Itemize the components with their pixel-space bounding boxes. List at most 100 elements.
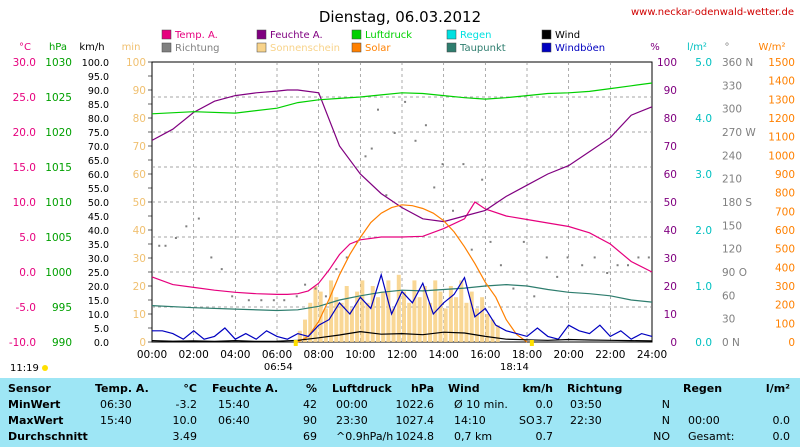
direction-point-0	[158, 244, 161, 247]
sunshine-bar-15	[375, 297, 380, 342]
axis-tick-direction-11: 30	[722, 314, 735, 326]
legend: Temp. A. Feuchte A. Luftdruck Regen Wind Rich…	[161, 29, 605, 54]
axis-tick-direction-1: 330	[722, 80, 742, 92]
sunshine-bar-33	[469, 291, 474, 342]
axis-tick-humidity-3: 70	[664, 141, 677, 153]
legend-swatch-0	[161, 29, 172, 40]
direction-point-31	[470, 248, 473, 251]
row-dir-val-1: N	[661, 414, 670, 427]
series-line-luftdruck	[151, 82, 653, 115]
axis-tick-solar-11: 400	[775, 262, 795, 274]
axis-tick-direction-12: 0 N	[722, 337, 740, 349]
axis-tick-rain-0: 5.0	[695, 57, 712, 69]
sunshine-bar-3	[313, 286, 318, 342]
series-line-taupunkt	[151, 283, 653, 312]
sunshine-bar-14	[370, 286, 375, 342]
axis-tick-sunshine-0: 100	[126, 57, 146, 69]
sunrise-marker	[293, 340, 298, 346]
direction-point-22	[385, 194, 388, 197]
row-dir-time-1: 22:30	[570, 414, 602, 427]
direction-point-39	[556, 275, 559, 278]
direction-point-3	[185, 225, 188, 228]
axis-tick-humidity-8: 20	[664, 281, 677, 293]
axis-tick-wind-15: 25.0	[88, 268, 109, 279]
axis-tick-rain-4: 1.0	[695, 281, 712, 293]
direction-point-1	[164, 244, 167, 247]
axis-tick-wind-0: 100.0	[82, 58, 109, 69]
axis-tick-rain-2: 3.0	[695, 169, 712, 181]
sunshine-bar-20	[402, 291, 406, 342]
weather-chart: Dienstag, 06.03.2012 www.neckar-odenwald…	[9, 7, 795, 374]
sunshine-bar-19	[396, 274, 401, 342]
sunshine-bar-35	[480, 297, 485, 342]
row-wind-time-1: 14:10	[454, 414, 486, 427]
axis-tick-wind-7: 65.0	[88, 156, 109, 167]
axis-tick-temp-5: 5.0	[19, 232, 36, 244]
row-label-1: MaxWert	[8, 414, 64, 427]
axis-tick-solar-15: 0	[788, 337, 795, 349]
sunshine-bar-16	[381, 291, 386, 342]
sunshine-bar-27	[438, 291, 443, 342]
x-tick-4: 08:00	[304, 349, 334, 361]
sunshine-bar-29	[448, 286, 453, 342]
row-hum-time-1: 06:40	[218, 414, 250, 427]
row-hum-time-0: 15:40	[218, 398, 250, 411]
sunshine-bar-36	[485, 314, 490, 342]
axis-unit-pressure: hPa	[49, 42, 67, 53]
axis-tick-solar-6: 900	[775, 169, 795, 181]
sunshine-bar-32	[464, 302, 469, 342]
row-dir-val-2: NO	[653, 430, 670, 443]
direction-point-35	[512, 287, 515, 290]
legend-label-6: Sonnenschein	[270, 43, 340, 54]
direction-point-8	[247, 299, 250, 302]
direction-point-15	[324, 295, 327, 298]
direction-point-11	[283, 299, 286, 302]
sunshine-bar-2	[308, 302, 313, 342]
axis-tick-wind-19: 5.0	[94, 324, 109, 335]
row-press-time-0: 00:00	[336, 398, 368, 411]
axis-tick-humidity-4: 60	[664, 169, 677, 181]
axis-tick-direction-8: 120	[722, 244, 742, 256]
direction-point-44	[616, 264, 619, 267]
row-hum-val-2: 69	[303, 430, 317, 443]
x-tick-5: 10:00	[345, 349, 375, 361]
row-temp-val-1: 10.0	[172, 414, 198, 427]
legend-swatch-8	[446, 42, 457, 53]
row-wind-val-0: 0.0	[535, 398, 554, 411]
sunshine-bar-21	[407, 302, 412, 342]
axis-tick-pressure-2: 1020	[45, 127, 72, 139]
direction-point-9	[260, 299, 263, 302]
direction-point-47	[647, 256, 650, 259]
axis-tick-wind-17: 15.0	[88, 296, 109, 307]
direction-point-46	[637, 256, 640, 259]
row-temp-time-1: 15:40	[100, 414, 132, 427]
sunshine-bar-5	[323, 308, 328, 342]
row-press-time-1: 23:30	[336, 414, 368, 427]
row-temp-val-0: -3.2	[175, 398, 197, 411]
series-line-temp--a-	[151, 201, 653, 295]
axis-tick-direction-3: 270 W	[722, 127, 756, 139]
direction-point-24	[404, 100, 407, 103]
axis-tick-wind-8: 60.0	[88, 170, 109, 181]
x-tick-3: 06:00	[262, 349, 292, 361]
direction-point-25	[414, 139, 417, 142]
site-url[interactable]: www.neckar-odenwald-wetter.de	[631, 7, 794, 18]
row-dir-val-0: N	[661, 398, 670, 411]
axis-tick-sunshine-8: 20	[133, 281, 146, 293]
hdr-wind: Wind	[448, 382, 480, 395]
axis-tick-wind-4: 80.0	[88, 114, 109, 125]
axis-tick-wind-18: 10.0	[88, 310, 109, 321]
sunset-marker	[529, 340, 534, 346]
legend-label-4: Wind	[555, 30, 580, 41]
axis-tick-direction-10: 60	[722, 290, 735, 302]
axis-tick-wind-1: 95.0	[88, 72, 109, 83]
axis-tick-solar-14: 100	[775, 318, 795, 330]
direction-point-26	[424, 124, 427, 127]
x-tick-11: 22:00	[595, 349, 625, 361]
axis-tick-direction-4: 240	[722, 150, 742, 162]
axis-tick-sunshine-7: 30	[133, 253, 146, 265]
axis-tick-wind-2: 90.0	[88, 86, 109, 97]
x-axis: 00:00 02:00 04:00 06:00 08:00 10:00 12:00 14:00…	[137, 349, 667, 361]
row-label-0: MinWert	[8, 398, 61, 411]
sunshine-bar-17	[386, 280, 391, 342]
